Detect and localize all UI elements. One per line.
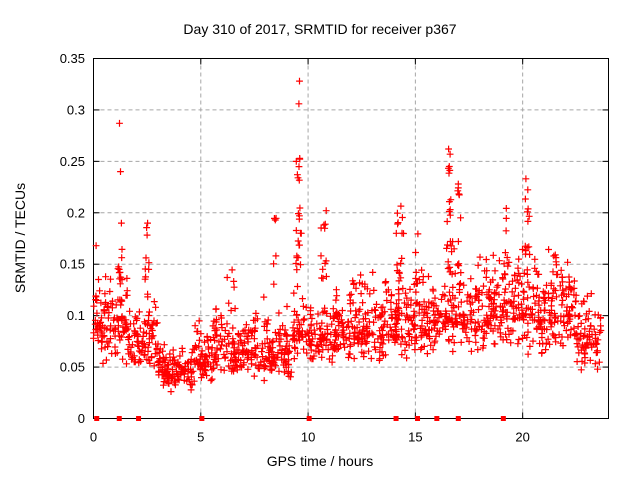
x-tick-label: 0 bbox=[90, 430, 97, 445]
y-tick-label: 0.3 bbox=[67, 102, 85, 117]
x-tick-label: 15 bbox=[408, 430, 422, 445]
event-square-marker bbox=[116, 416, 122, 421]
chart-title: Day 310 of 2017, SRMTID for receiver p36… bbox=[183, 21, 457, 37]
event-square-marker bbox=[434, 416, 440, 421]
y-tick-label: 0.1 bbox=[67, 308, 85, 323]
event-square-marker bbox=[455, 416, 461, 421]
event-square-marker bbox=[306, 416, 312, 421]
plot-border bbox=[93, 58, 609, 419]
srmtid-points bbox=[90, 77, 605, 395]
x-axis-label: GPS time / hours bbox=[266, 453, 374, 469]
x-tick-label: 20 bbox=[515, 430, 529, 445]
x-tick-label: 5 bbox=[197, 430, 204, 445]
y-tick-label: 0.05 bbox=[60, 360, 85, 375]
event-square-marker bbox=[415, 416, 421, 421]
x-tick-label: 10 bbox=[301, 430, 315, 445]
y-tick-label: 0 bbox=[78, 411, 85, 426]
y-tick-label: 0.35 bbox=[60, 51, 85, 66]
event-square-marker bbox=[393, 416, 399, 421]
y-tick-label: 0.2 bbox=[67, 205, 85, 220]
y-tick-label: 0.15 bbox=[60, 257, 85, 272]
event-square-marker bbox=[136, 416, 142, 421]
y-tick-label: 0.25 bbox=[60, 154, 85, 169]
event-square-marker bbox=[500, 416, 506, 421]
event-square-marker bbox=[94, 416, 100, 421]
event-square-marker bbox=[199, 416, 205, 421]
y-axis-label: SRMTID / TECUs bbox=[12, 182, 28, 294]
